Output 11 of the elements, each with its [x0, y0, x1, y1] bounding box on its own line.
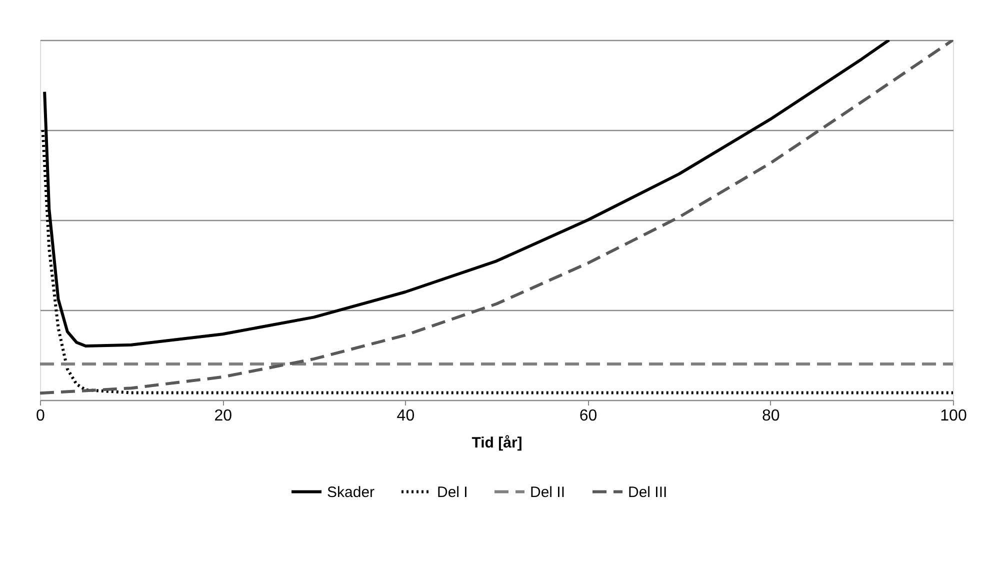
legend-label: Skader: [327, 484, 375, 501]
x-axis-title: Tid [år]: [472, 434, 522, 452]
x-tick-label: 100: [940, 408, 967, 424]
legend-label: Del II: [530, 484, 566, 501]
legend-label: Del III: [628, 484, 668, 501]
legend-label: Del I: [437, 484, 468, 501]
x-tick-label: 60: [579, 408, 598, 424]
x-tick-label: 40: [396, 408, 415, 424]
x-tick-label: 20: [214, 408, 232, 424]
x-tick-label: 80: [762, 408, 780, 424]
x-tick-label: 0: [36, 408, 46, 424]
